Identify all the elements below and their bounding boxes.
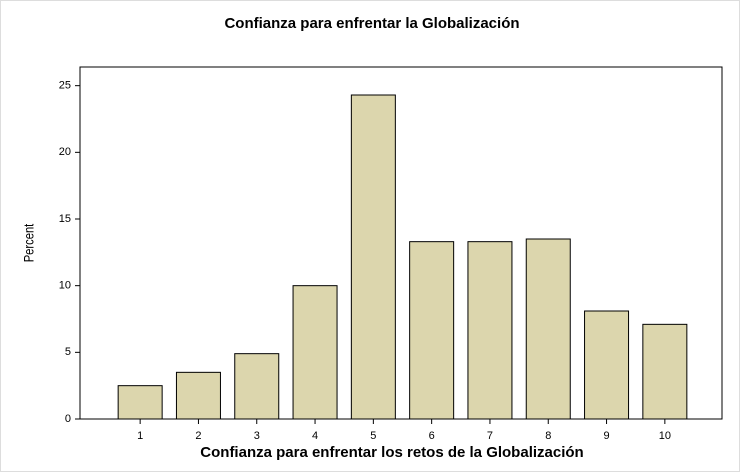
x-tick-label: 2	[195, 430, 201, 442]
y-tick-label: 0	[65, 413, 71, 425]
x-tick-label: 3	[254, 430, 260, 442]
bar	[584, 310, 630, 420]
x-tick-label: 1	[137, 430, 143, 442]
x-tick-label: 6	[429, 430, 435, 442]
plot-area	[79, 66, 723, 420]
bar	[117, 385, 163, 420]
y-tick-label: 5	[65, 346, 71, 358]
y-tick-label: 25	[59, 80, 71, 92]
x-tick-label: 7	[487, 430, 493, 442]
y-tick-label: 15	[59, 213, 71, 225]
bar	[409, 241, 455, 420]
y-tick-label: 20	[59, 146, 71, 158]
x-tick-label: 5	[370, 430, 376, 442]
bar	[350, 94, 396, 420]
chart-title: Confianza para enfrentar la Globalizació…	[224, 15, 519, 32]
x-axis-title: Confianza para enfrentar los retos de la…	[200, 444, 583, 461]
x-tick-label: 8	[545, 430, 551, 442]
x-tick-label: 4	[312, 430, 318, 442]
y-tick-label: 10	[59, 280, 71, 292]
x-tick-label: 9	[603, 430, 609, 442]
bar	[234, 353, 280, 420]
bar	[642, 323, 688, 420]
y-axis-title: Percent	[22, 223, 37, 262]
bar	[292, 285, 338, 420]
bar	[467, 241, 513, 420]
bar	[175, 371, 221, 420]
bar	[525, 238, 571, 420]
x-tick-label: 10	[659, 430, 671, 442]
